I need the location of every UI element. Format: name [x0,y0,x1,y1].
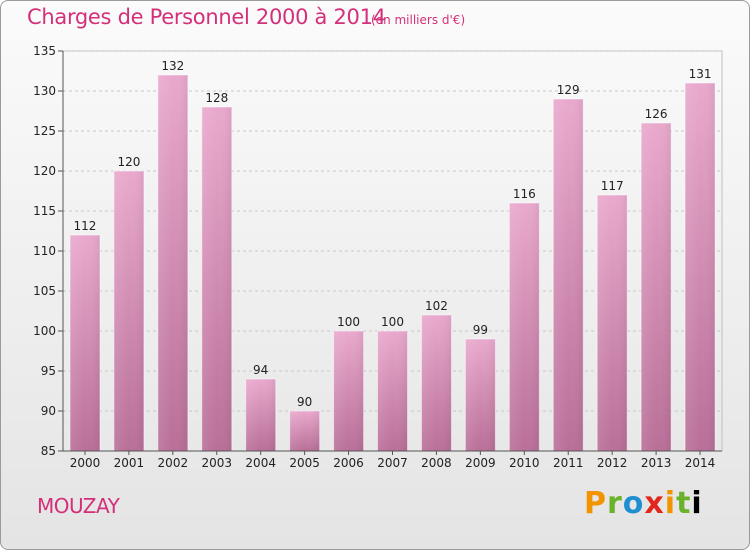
bar-sheen [597,195,628,451]
y-tick-label: 95 [41,364,56,378]
y-tick-label: 125 [33,124,56,138]
y-tick-label: 105 [33,284,56,298]
bars: 112 120 132 128 94 90 100 100 102 99 116 129 117 126 1… [69,59,716,452]
x-tick-label: 2012 [597,456,628,470]
y-tick-label: 115 [33,204,56,218]
bar-sheen [377,331,408,451]
bar-sheen [333,331,364,451]
x-tick-label: 2004 [245,456,276,470]
chart-subtitle: (en milliers d'€) [371,13,466,27]
bar-sheen [245,379,276,451]
data-label: 128 [205,91,228,105]
y-tick-label: 135 [33,44,56,58]
x-tick-label: 2010 [509,456,540,470]
bar-sheen [509,203,540,451]
data-label: 129 [557,83,580,97]
bar-sheen [553,99,584,451]
x-tick-label: 2007 [377,456,408,470]
x-tick-label: 2009 [465,456,496,470]
logo-letter: i [691,486,703,521]
y-tick-label: 100 [33,324,56,338]
data-label: 112 [74,219,97,233]
x-tick-label: 2008 [421,456,452,470]
y-tick-label: 110 [33,244,56,258]
data-label: 94 [253,363,268,377]
logo-letter: o [622,486,645,521]
data-label: 132 [161,59,184,73]
x-tick-label: 2011 [553,456,584,470]
bar-sheen [641,123,672,451]
x-tick-label: 2002 [158,456,189,470]
bar-sheen [289,411,320,451]
chart-title: Charges de Personnel 2000 à 2014 [27,5,386,29]
bar-sheen [69,235,100,451]
x-tick-label: 2014 [685,456,716,470]
bar-sheen [113,171,144,451]
logo-letter: x [644,486,665,521]
logo-letter: t [676,486,692,521]
bar-sheen [201,107,232,451]
bar-sheen [685,83,716,451]
x-tick-label: 2006 [333,456,364,470]
data-label: 116 [513,187,536,201]
y-tick-label: 90 [41,404,56,418]
data-label: 131 [689,67,712,81]
data-label: 90 [297,395,312,409]
x-tick-label: 2013 [641,456,672,470]
y-tick-label: 130 [33,84,56,98]
bar-sheen [465,339,496,451]
y-axis: 85 90 95 100 105 110 115 120 125 130 135 [33,44,64,458]
proxiti-logo: Proxiti [584,486,703,521]
data-label: 99 [473,323,488,337]
data-label: 117 [601,179,624,193]
x-tick-label: 2003 [201,456,232,470]
bar-sheen [421,315,452,451]
data-label: 100 [337,315,360,329]
x-tick-label: 2000 [70,456,101,470]
bar-sheen [157,75,188,451]
x-tick-label: 2005 [289,456,320,470]
x-axis: 2000 2001 2002 2003 2004 2005 2006 2007 2008 2009… [63,450,722,470]
x-tick-label: 2001 [114,456,145,470]
logo-letter: r [607,486,623,521]
place-name: MOUZAY [37,494,120,518]
data-label: 120 [117,155,140,169]
y-tick-label: 85 [41,444,56,458]
logo-letter: i [664,486,677,521]
logo-letter: P [584,486,607,521]
data-label: 126 [645,107,668,121]
y-tick-label: 120 [33,164,56,178]
data-label: 100 [381,315,404,329]
data-label: 102 [425,299,448,313]
